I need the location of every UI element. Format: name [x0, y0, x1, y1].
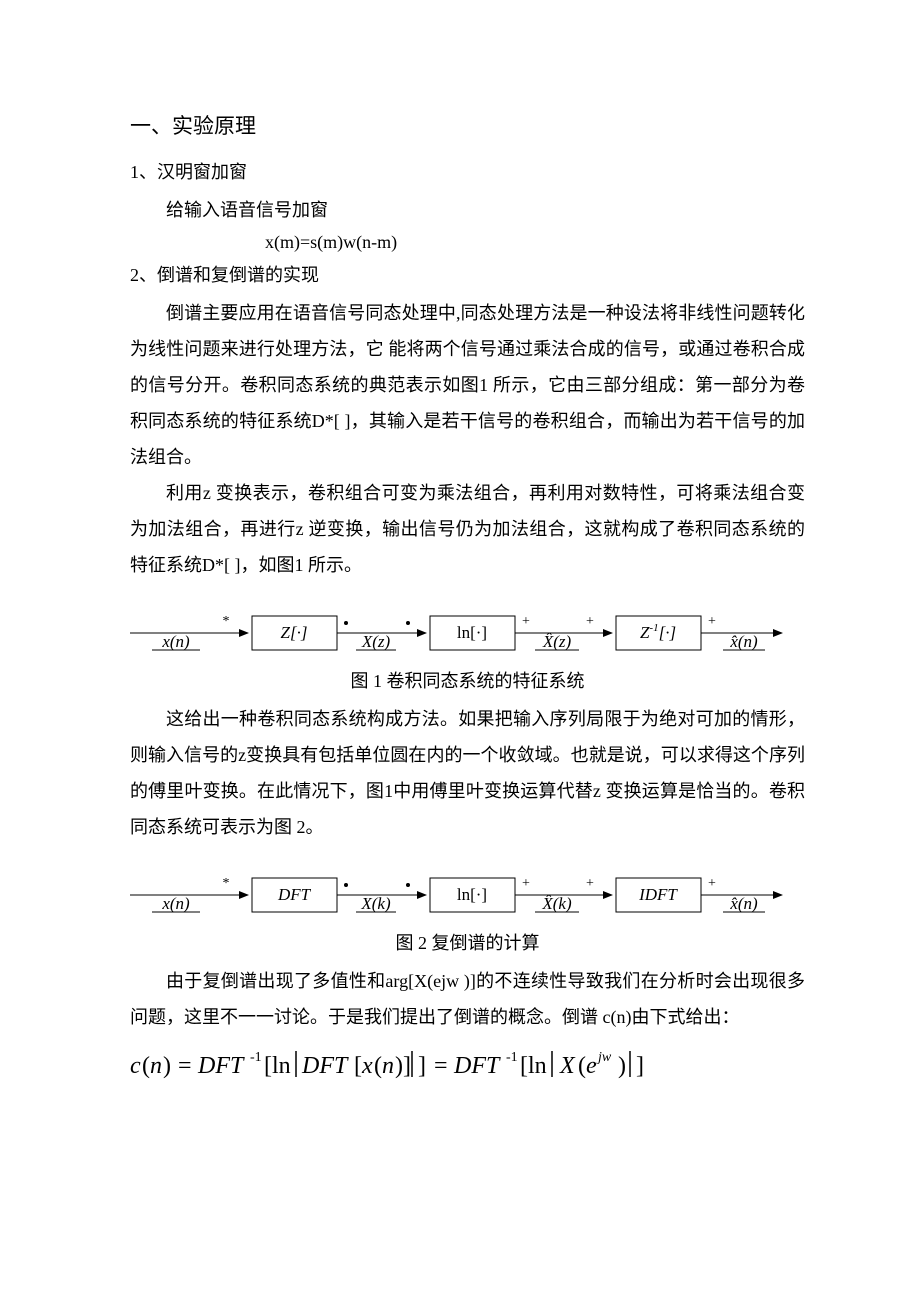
section-1-title: 1、汉明窗加窗 [130, 158, 805, 184]
svg-text:IDFT: IDFT [638, 885, 678, 904]
figure-2-diagram: x(n) * DFT X(k) ln[·] X̂(k) + + IDFT x̂(… [130, 863, 805, 923]
equation-cn: c ( n ) = DFT -1 [ ln DFT [ x ( n )] ] =… [130, 1043, 805, 1087]
svg-text:ln[·]: ln[·] [457, 623, 487, 642]
svg-text:DFT: DFT [277, 885, 312, 904]
svg-text:+: + [586, 614, 594, 629]
svg-text:+: + [522, 876, 530, 891]
svg-text:Z-1[·]: Z-1[·] [640, 622, 676, 642]
svg-text:[: [ [264, 1053, 272, 1079]
section-1-line: 给输入语音信号加窗 [130, 192, 805, 228]
svg-text:ln: ln [528, 1053, 547, 1079]
svg-text:n: n [382, 1053, 394, 1079]
svg-text:(: ( [578, 1053, 586, 1079]
svg-text:X(k): X(k) [360, 894, 391, 913]
svg-text:(: ( [142, 1053, 150, 1079]
svg-text:): ) [163, 1053, 171, 1079]
heading-1: 一、实验原理 [130, 110, 805, 140]
svg-text:X̂(k): X̂(k) [541, 894, 572, 913]
svg-text:x(n): x(n) [161, 632, 190, 651]
svg-text:-1: -1 [250, 1050, 262, 1065]
svg-text:=: = [178, 1053, 192, 1079]
svg-text:+: + [586, 876, 594, 891]
paragraph-4: 由于复倒谱出现了多值性和arg[X(ejw )]的不连续性导致我们在分析时会出现… [130, 963, 805, 1035]
svg-text:(: ( [374, 1053, 382, 1079]
svg-text:X̂(z): X̂(z) [542, 632, 572, 651]
svg-text:+: + [522, 614, 530, 629]
svg-text:=: = [434, 1053, 448, 1079]
svg-text:x̂(n): x̂(n) [729, 632, 758, 651]
svg-text:): ) [618, 1053, 626, 1079]
paragraph-1: 倒谱主要应用在语音信号同态处理中,同态处理方法是一种设法将非线性问题转化为线性问… [130, 295, 805, 475]
svg-text:c: c [130, 1053, 141, 1079]
svg-text:DFT: DFT [301, 1053, 349, 1079]
svg-text:n: n [150, 1053, 162, 1079]
section-2-title: 2、倒谱和复倒谱的实现 [130, 261, 805, 287]
svg-text:]: ] [636, 1053, 644, 1079]
paragraph-2: 利用z 变换表示，卷积组合可变为乘法组合，再利用对数特性，可将乘法组合变为加法组… [130, 475, 805, 583]
svg-text:ln[·]: ln[·] [457, 885, 487, 904]
figure-2-caption: 图 2 复倒谱的计算 [130, 929, 805, 955]
svg-text:e: e [586, 1053, 597, 1079]
svg-text:Z[·]: Z[·] [281, 623, 308, 642]
figure-1-caption: 图 1 卷积同态系统的特征系统 [130, 667, 805, 693]
svg-text:[: [ [354, 1053, 362, 1079]
svg-text:]: ] [418, 1053, 426, 1079]
svg-text:ln: ln [272, 1053, 291, 1079]
svg-text:X(z): X(z) [361, 632, 391, 651]
figure-1-diagram: x(n) * Z[·] X(z) ln[·] X̂(z) + + Z-1[·] [130, 601, 805, 661]
svg-text:x(n): x(n) [161, 894, 190, 913]
svg-text:[: [ [520, 1053, 528, 1079]
svg-text:x: x [361, 1053, 373, 1079]
svg-text:+: + [708, 876, 716, 891]
svg-text:DFT: DFT [453, 1053, 501, 1079]
svg-text:*: * [223, 876, 230, 891]
svg-text:-1: -1 [506, 1050, 518, 1065]
svg-text:X: X [559, 1053, 576, 1079]
svg-text:jw: jw [596, 1050, 612, 1065]
svg-text:x̂(n): x̂(n) [729, 894, 758, 913]
svg-text:)]: )] [395, 1053, 411, 1079]
page: 一、实验原理 1、汉明窗加窗 给输入语音信号加窗 x(m)=s(m)w(n-m)… [0, 0, 920, 1302]
svg-text:*: * [223, 614, 230, 629]
svg-text:DFT: DFT [197, 1053, 245, 1079]
paragraph-3: 这给出一种卷积同态系统构成方法。如果把输入序列局限于为绝对可加的情形，则输入信号… [130, 701, 805, 845]
section-1-formula: x(m)=s(m)w(n-m) [130, 232, 805, 253]
svg-text:+: + [708, 614, 716, 629]
